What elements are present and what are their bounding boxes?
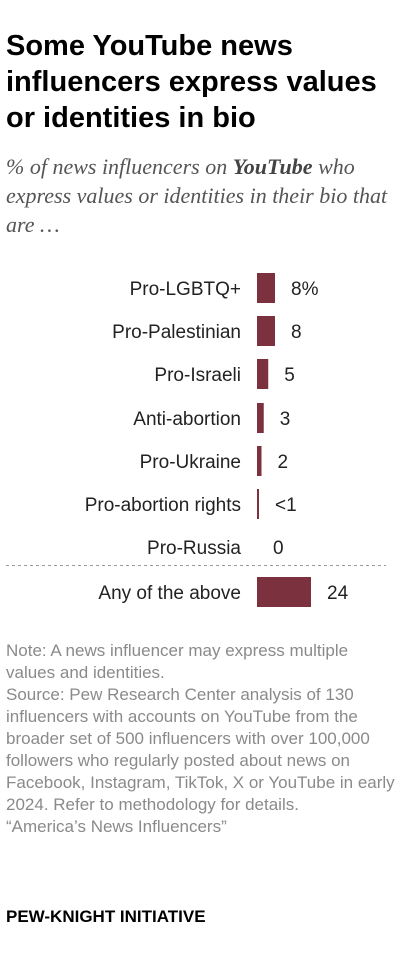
bar-anti-abortion: [257, 403, 264, 433]
category-label-pro-palestinian: Pro-Palestinian: [112, 322, 241, 343]
category-label-pro-ukraine: Pro-Ukraine: [140, 452, 241, 473]
chart-title: Some YouTube news influencers express va…: [6, 30, 377, 134]
bar-chart: Pro-LGBTQ+ 8% Pro-Palestinian 8 Pro-Israeli 5…: [6, 273, 386, 607]
category-label-anti-abortion: Anti-abortion: [133, 409, 241, 430]
category-label-pro-israeli: Pro-Israeli: [154, 365, 241, 386]
value-label-pro-palestinian: 8: [291, 322, 302, 343]
category-label-pro-russia: Pro-Russia: [147, 538, 241, 559]
bar-pro-israeli: [257, 359, 269, 389]
subtitle-suffix: who express values or identities in thei…: [6, 154, 388, 237]
chart-subtitle: % of news influencers on YouTube who exp…: [6, 152, 396, 239]
subtitle-emphasis: YouTube: [232, 154, 313, 179]
value-label-pro-abortion-rights: <1: [275, 495, 297, 516]
bar-pro-palestinian: [257, 316, 275, 346]
brand-label: PEW-KNIGHT INITIATIVE: [6, 907, 206, 926]
category-label-pro-lgbtq: Pro-LGBTQ+: [130, 279, 241, 300]
bar-pro-lgbtq: [257, 273, 275, 303]
category-label-pro-abortion-rights: Pro-abortion rights: [85, 495, 241, 516]
report-title: “America’s News Influencers”: [6, 817, 227, 836]
value-label-pro-russia: 0: [273, 538, 284, 559]
value-label-any-of-the-above: 24: [327, 583, 349, 604]
subtitle-prefix: % of news influencers on: [6, 154, 233, 179]
bar-pro-ukraine: [257, 446, 262, 476]
chart-notes: Note: A news influencer may express mult…: [6, 640, 398, 838]
bar-any-of-the-above: [257, 577, 311, 607]
value-label-pro-ukraine: 2: [278, 452, 289, 473]
value-label-pro-lgbtq: 8%: [291, 279, 319, 300]
note-text: Note: A news influencer may express mult…: [6, 641, 349, 682]
source-text: Source: Pew Research Center analysis of …: [6, 685, 395, 814]
category-label-any-of-the-above: Any of the above: [98, 583, 241, 604]
value-label-pro-israeli: 5: [284, 365, 295, 386]
value-label-anti-abortion: 3: [280, 409, 291, 430]
bar-pro-abortion-rights: [257, 489, 259, 519]
